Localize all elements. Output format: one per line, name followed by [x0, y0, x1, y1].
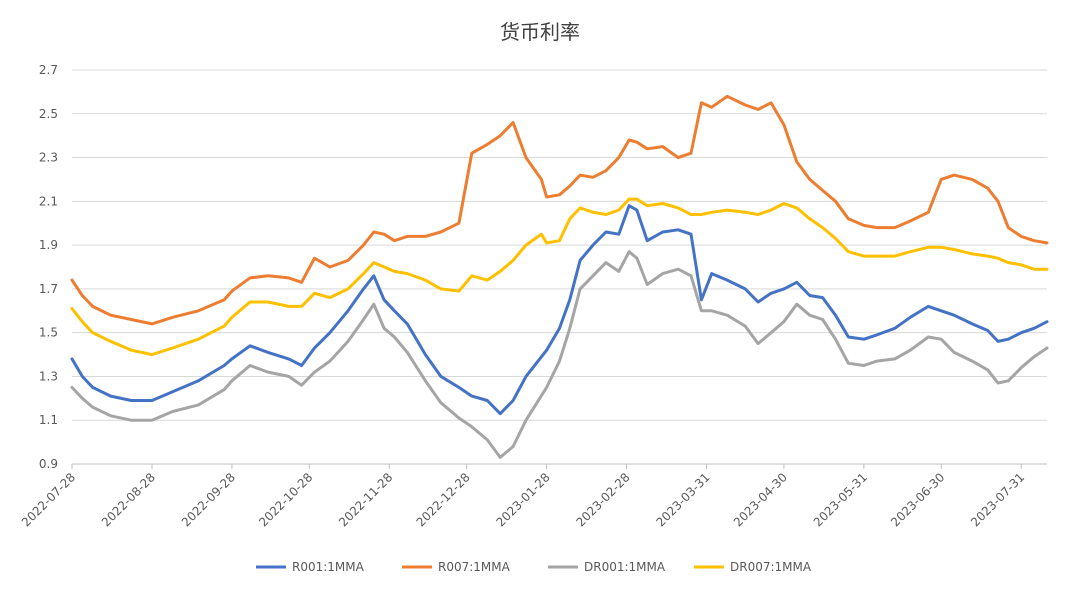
legend-label: R007:1MMA [438, 560, 511, 574]
y-tick-label: 1.1 [39, 413, 58, 427]
chart-title: 货币利率 [500, 20, 580, 44]
legend-label: DR007:1MMA [730, 560, 812, 574]
legend-label: R001:1MMA [292, 560, 365, 574]
y-tick-label: 2.5 [39, 107, 58, 121]
legend-label: DR001:1MMA [584, 560, 666, 574]
series-lines [70, 94, 1049, 459]
y-tick-label: 2.7 [39, 63, 58, 77]
y-axis-ticks: 0.9 1.1 1.3 1.5 1.7 1.9 2.1 2.3 2.5 2.7 [39, 63, 58, 471]
y-tick-label: 1.5 [39, 326, 58, 340]
y-tick-label: 0.9 [39, 457, 58, 471]
legend: R001:1MMA R007:1MMA DR001:1MMA DR007:1MMA [256, 560, 812, 574]
y-tick-label: 1.9 [39, 238, 58, 252]
y-tick-label: 1.3 [39, 369, 58, 383]
series-line-dr001 [70, 250, 1049, 459]
y-tick-label: 1.7 [39, 282, 58, 296]
series-line-dr007 [70, 197, 1049, 357]
y-tick-label: 2.1 [39, 194, 58, 208]
series-line-r007 [70, 94, 1049, 326]
series-line-r001 [70, 204, 1049, 416]
y-tick-label: 2.3 [39, 151, 58, 165]
